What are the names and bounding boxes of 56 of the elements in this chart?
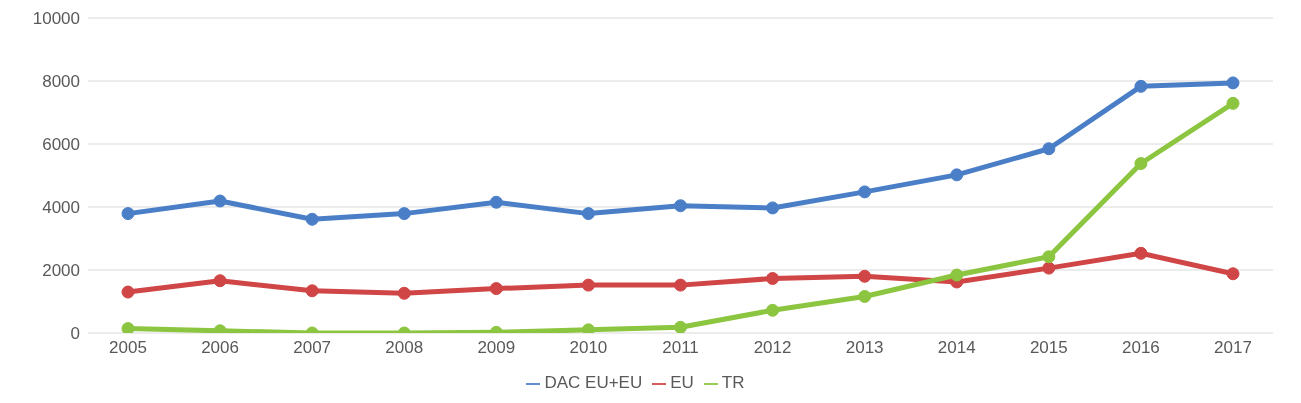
point — [397, 286, 411, 300]
point — [581, 207, 595, 221]
point — [1134, 157, 1148, 171]
point — [1226, 96, 1240, 110]
point — [121, 285, 135, 299]
point — [1226, 267, 1240, 281]
point — [858, 289, 872, 303]
x-tick-label: 2016 — [1122, 338, 1160, 358]
x-tick-label: 2015 — [1029, 338, 1068, 358]
point — [581, 323, 595, 333]
point — [858, 269, 872, 283]
y-tick-label: 10000 — [32, 9, 80, 29]
point — [674, 320, 687, 333]
y-tick-label: 8000 — [42, 72, 80, 92]
point — [950, 268, 964, 282]
legend-label: EU — [670, 373, 694, 392]
point — [950, 168, 964, 182]
y-tick-label: 2000 — [42, 261, 80, 281]
point — [1042, 250, 1056, 264]
point — [581, 278, 595, 292]
point — [121, 322, 135, 333]
point — [1042, 142, 1056, 156]
legend-label: TR — [721, 373, 745, 392]
x-tick-label: 2014 — [937, 338, 976, 358]
point — [766, 272, 780, 286]
x-tick-label: 2013 — [845, 338, 884, 358]
point — [674, 199, 687, 213]
point — [305, 212, 319, 226]
x-tick-label: 2007 — [293, 338, 332, 358]
point — [213, 194, 227, 208]
point — [213, 274, 227, 288]
point — [1134, 246, 1148, 260]
point — [674, 278, 687, 292]
point — [1226, 76, 1240, 90]
point — [489, 282, 503, 296]
x-tick-label: 2008 — [385, 338, 424, 358]
point — [305, 284, 319, 298]
x-tick-label: 2012 — [753, 338, 792, 358]
x-tick-label: 2010 — [569, 338, 608, 358]
point — [121, 207, 135, 221]
point — [1134, 79, 1148, 93]
x-tick-label: 2009 — [477, 338, 516, 358]
x-tick-label: 2011 — [662, 338, 699, 358]
y-tick-label: 6000 — [42, 135, 80, 155]
y-tick-label: 4000 — [42, 198, 80, 218]
point — [1042, 261, 1056, 275]
x-tick-label: 2017 — [1214, 338, 1252, 358]
point — [766, 201, 780, 215]
legend-label: DAC EU+EU — [544, 373, 643, 392]
x-tick-label: 2006 — [201, 338, 239, 358]
point — [766, 303, 780, 317]
point — [397, 207, 411, 221]
point — [858, 185, 872, 199]
x-tick-label: 2005 — [109, 338, 147, 358]
y-tick-label: 0 — [70, 324, 80, 344]
point — [489, 195, 503, 209]
